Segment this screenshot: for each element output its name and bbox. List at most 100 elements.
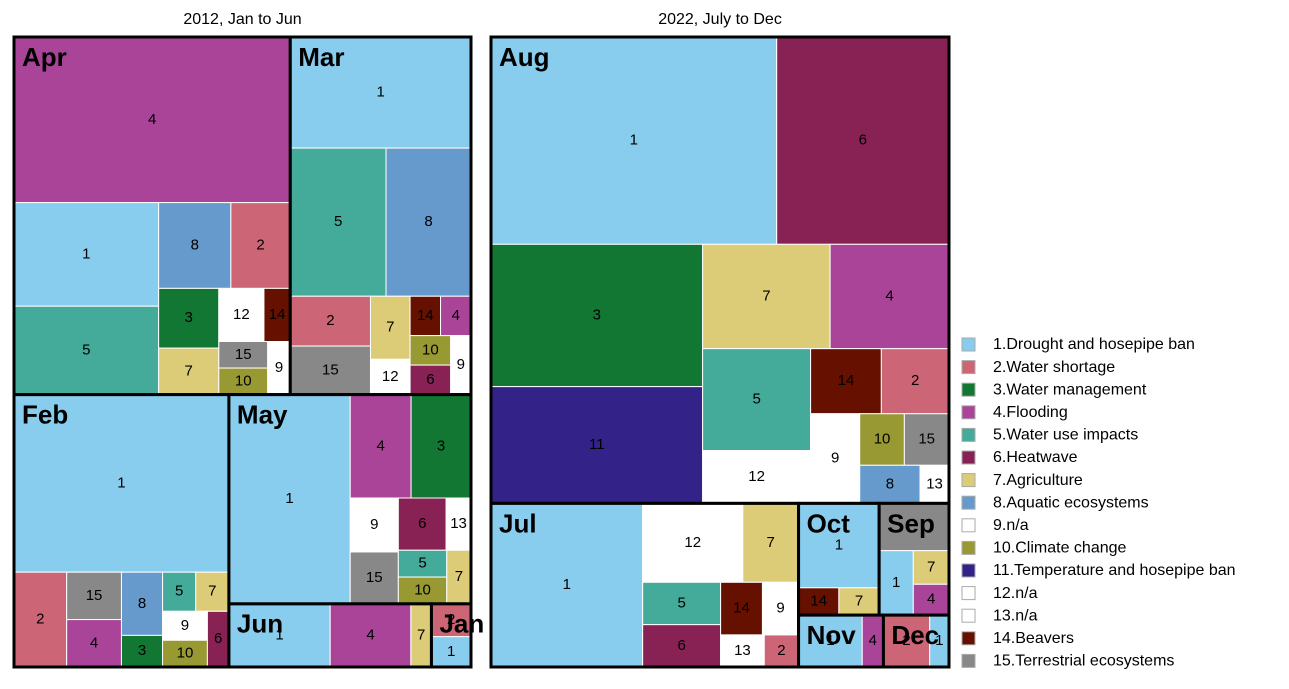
legend-label: 3.Water management <box>993 381 1147 398</box>
tile <box>445 497 472 551</box>
tile-label: 4 <box>148 111 156 128</box>
tile <box>702 348 812 452</box>
tile-label: 7 <box>185 362 193 379</box>
tile <box>349 497 399 553</box>
tile-label: 2 <box>447 611 455 628</box>
tile <box>810 348 882 415</box>
legend-label: 7.Agriculture <box>993 472 1083 489</box>
group-label: Nov <box>807 620 857 650</box>
tile-label: 14 <box>810 592 827 609</box>
tile <box>720 581 763 636</box>
group-label: Jun <box>237 609 283 639</box>
legend-label: 15.Terrestrial ecosystems <box>993 653 1174 670</box>
tile <box>349 551 399 605</box>
tile-label: 7 <box>767 534 775 551</box>
tile <box>228 394 351 605</box>
tile-label: 2 <box>326 312 334 329</box>
panel-title: 2012, Jan to Jun <box>183 11 301 28</box>
tile-label: 14 <box>733 600 750 617</box>
tile-label: 5 <box>418 555 426 572</box>
tile <box>829 243 950 350</box>
tile-label: 2 <box>777 642 785 659</box>
tile <box>490 502 644 668</box>
tile <box>761 581 800 636</box>
tile-label: 2 <box>911 372 919 389</box>
panel-title: 2022, July to Dec <box>658 11 782 28</box>
tile-label: 12 <box>684 534 701 551</box>
legend-swatch <box>961 495 976 510</box>
group-label: Mar <box>298 42 344 72</box>
tile <box>430 636 472 668</box>
tile-label: 1 <box>935 632 943 649</box>
tile <box>349 394 412 499</box>
group-label: Dec <box>891 620 939 650</box>
tile-label: 12 <box>748 468 765 485</box>
group-label: Aug <box>499 42 550 72</box>
group-label: Feb <box>22 400 68 430</box>
tile <box>490 243 704 388</box>
tile-label: 10 <box>177 645 194 662</box>
tile <box>742 502 800 583</box>
tile <box>409 335 452 366</box>
legend-label: 6.Heatwave <box>993 449 1078 466</box>
legend-swatch <box>961 382 976 397</box>
tile-label: 2 <box>256 236 264 253</box>
legend-label: 4.Flooding <box>993 404 1068 421</box>
tile-label: 3 <box>138 642 146 659</box>
tile <box>490 386 704 504</box>
legend-label: 5.Water use impacts <box>993 427 1138 444</box>
group-label: May <box>237 400 288 430</box>
tile-label: 14 <box>838 372 855 389</box>
tile-label: 6 <box>677 637 685 654</box>
tile-label: 7 <box>855 592 863 609</box>
tile-label: 4 <box>366 626 374 643</box>
tile <box>859 464 921 504</box>
tile-label: 7 <box>208 583 216 600</box>
tile-label: 9 <box>776 600 784 617</box>
tile <box>162 571 197 612</box>
tile-label: 8 <box>138 595 146 612</box>
tile-label: 5 <box>82 341 90 358</box>
tile <box>369 295 411 360</box>
tile-label: 12 <box>233 306 250 323</box>
tile-label: 1 <box>563 576 571 593</box>
tile <box>66 571 122 621</box>
tile-label: 1 <box>447 643 455 660</box>
legend-swatch <box>961 518 976 533</box>
tile-label: 4 <box>90 634 98 651</box>
tile-label: 15 <box>366 569 383 586</box>
tile-label: 9 <box>831 450 839 467</box>
tile-label: 7 <box>417 626 425 643</box>
legend-label: 1.Drought and hosepipe ban <box>993 336 1195 353</box>
tile <box>859 413 905 466</box>
tile <box>385 147 472 297</box>
legend-label: 11.Temperature and hosepipe ban <box>993 562 1236 579</box>
tile <box>289 36 472 149</box>
legend-swatch <box>961 540 976 555</box>
tile-label: 9 <box>457 356 465 373</box>
legend-swatch <box>961 427 976 442</box>
tile-label: 10 <box>874 430 891 447</box>
tile-label: 3 <box>437 437 445 454</box>
legend-swatch <box>961 608 976 623</box>
panel-border <box>12 35 473 669</box>
tile <box>218 341 269 369</box>
tile-label: 10 <box>414 581 431 598</box>
tile-label: 3 <box>593 306 601 323</box>
tile <box>409 295 442 337</box>
tile-label: 8 <box>886 475 894 492</box>
legend-swatch <box>961 360 976 375</box>
tile <box>763 634 800 668</box>
group-label: Jan <box>439 609 484 639</box>
tile <box>838 587 880 616</box>
tile <box>410 394 472 499</box>
tile <box>369 358 411 396</box>
tile-label: 2 <box>902 632 910 649</box>
tile-label: 1 <box>630 132 638 149</box>
group-label: Oct <box>807 508 851 538</box>
tile-label: 7 <box>386 319 394 336</box>
tile-label: 12 <box>382 368 399 385</box>
legend-swatch <box>961 450 976 465</box>
tile <box>880 348 950 415</box>
tile-label: 13 <box>734 642 751 659</box>
